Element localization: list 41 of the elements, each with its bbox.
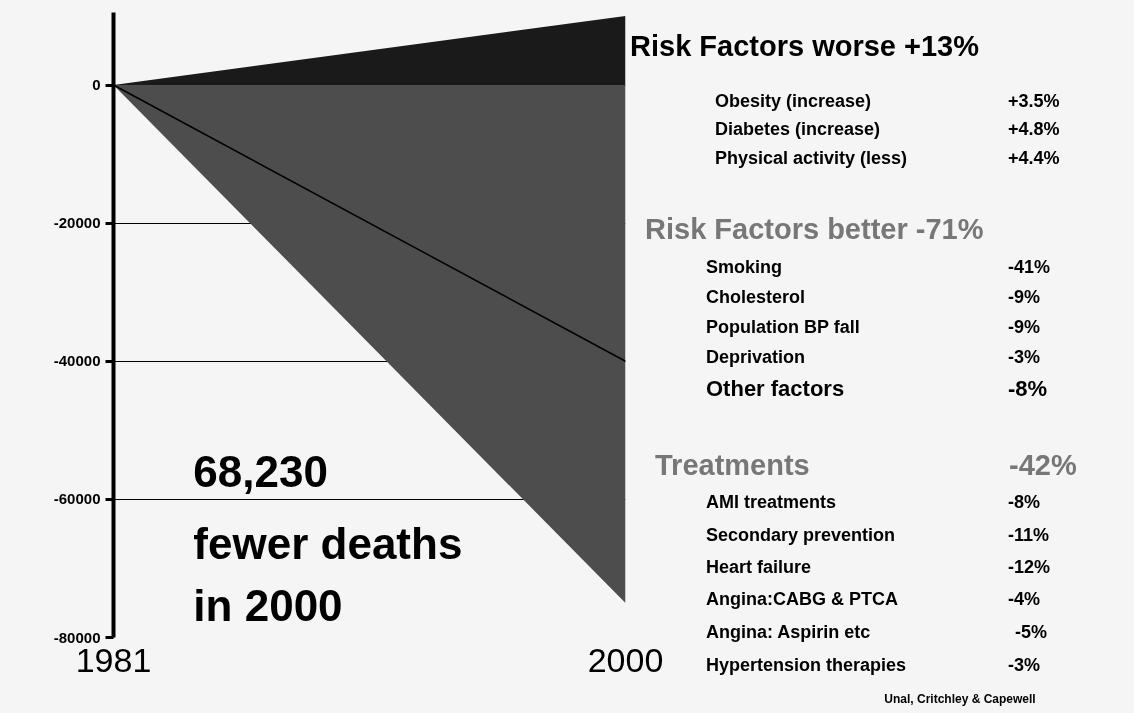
text: Unal, Critchley & Capewell [884,691,1036,709]
y-tick-label: -40000 [53,352,101,370]
text: +4.4% [1008,147,1060,171]
text: -8% [1008,491,1041,515]
y-tick-label: -60000 [53,490,101,508]
text: Cholesterol [706,286,806,310]
text: Risk Factors worse +13% [630,29,979,65]
annotation: in 2000 [193,581,343,631]
annotation: fewer deaths [193,518,463,568]
text: -9% [1008,316,1041,340]
text: Heart failure [706,556,812,580]
text: -3% [1008,654,1041,678]
text: Physical activity (less) [715,147,908,171]
text: Angina: Aspirin etc [706,621,871,645]
text: Diabetes (increase) [715,118,881,142]
text: -4% [1008,588,1041,612]
text: -42% [1009,448,1077,484]
text: Hypertension therapies [706,654,907,678]
text: -3% [1008,346,1041,370]
text: -41% [1008,256,1051,280]
text: Secondary prevention [706,524,896,548]
x-tick-label: 2000 [587,640,664,679]
text: Treatments [655,448,810,484]
text: -12% [1008,556,1051,580]
text: Other factors [706,375,845,404]
text: Obesity (increase) [715,90,872,114]
annotation: 68,230 [193,446,328,496]
text: Deprivation [706,346,806,370]
text: -9% [1008,286,1041,310]
y-tick-label: 0 [92,76,101,94]
text: -8% [1008,375,1048,404]
y-tick-label: -20000 [53,214,101,232]
text: +3.5% [1008,90,1060,114]
text: Smoking [706,256,783,280]
text: Angina:CABG & PTCA [706,588,898,612]
text: +4.8% [1008,118,1060,142]
text: -5% [1015,621,1048,645]
text: AMI treatments [706,491,837,515]
text: Population BP fall [706,316,860,340]
text: -11% [1008,524,1050,548]
text: Risk Factors better -71% [645,212,984,248]
